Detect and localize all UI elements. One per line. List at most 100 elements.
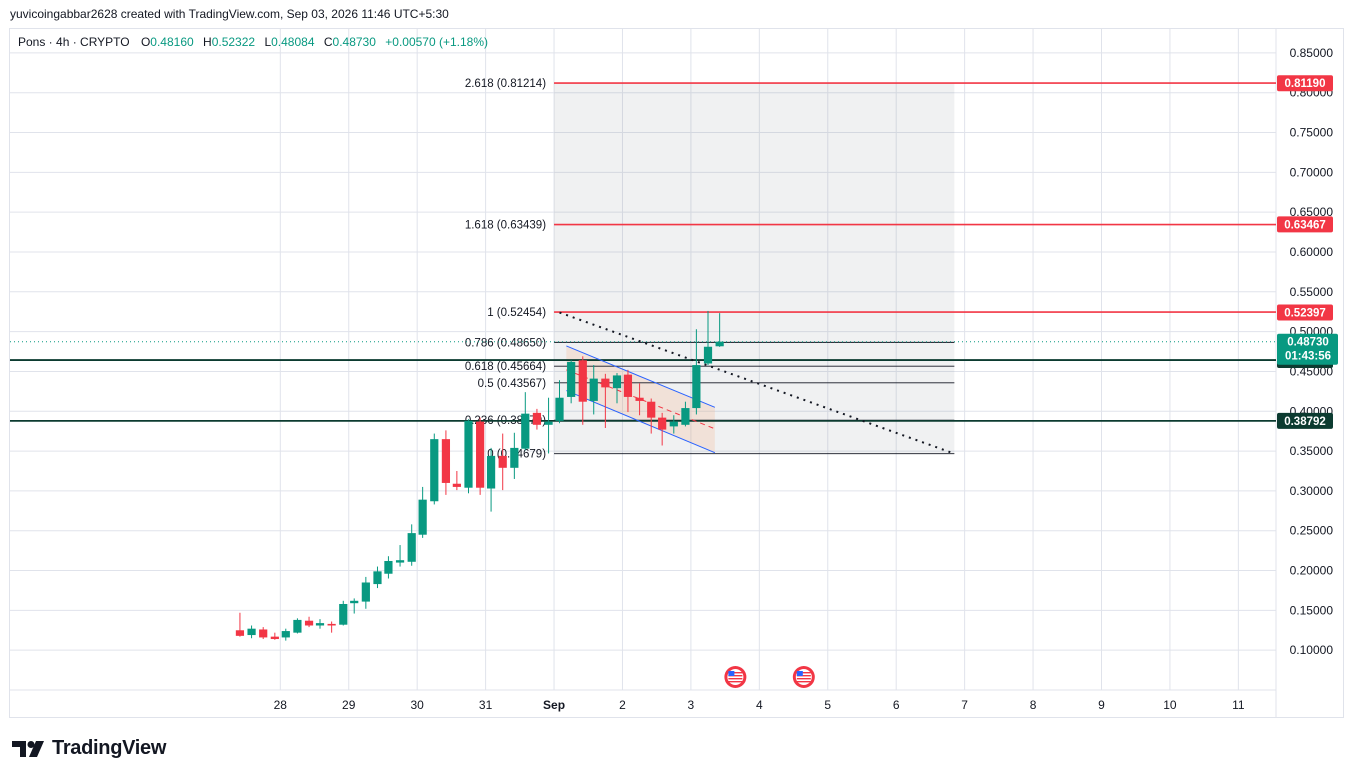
time-axis-label: 30 xyxy=(410,698,424,712)
candle-body xyxy=(669,421,678,427)
candle-body xyxy=(623,374,633,397)
price-axis-label: 0.65000 xyxy=(1290,205,1334,219)
price-tag xyxy=(1277,75,1333,92)
bar-countdown-label: 01:43:56 xyxy=(1285,351,1331,363)
candle-body xyxy=(418,499,427,535)
price-axis-label: 0.60000 xyxy=(1290,245,1334,259)
candle-body xyxy=(441,439,451,483)
legend-change-value: +0.00570 (+1.18%) xyxy=(385,35,489,49)
price-axis-label: 0.75000 xyxy=(1290,126,1334,140)
time-axis-label: 10 xyxy=(1163,698,1177,712)
time-axis-label: 3 xyxy=(688,698,695,712)
candle-body xyxy=(361,582,370,602)
current-price-label: 0.48730 xyxy=(1287,337,1329,349)
fib-level-label: 1 (0.52454) xyxy=(487,307,546,319)
candle-body xyxy=(452,483,461,487)
time-axis-label: 6 xyxy=(893,698,900,712)
candle-body xyxy=(270,636,279,640)
fib-level-label: 0.786 (0.48650) xyxy=(465,337,546,349)
legend-low-value: 0.48084 xyxy=(271,35,315,49)
price-axis-label: 0.70000 xyxy=(1290,165,1334,179)
candle-body xyxy=(578,360,587,402)
legend-high-value: 0.52322 xyxy=(211,35,256,49)
candle-body xyxy=(703,346,713,364)
time-axis-label: 28 xyxy=(274,698,288,712)
legend-close-value: 0.48730 xyxy=(332,35,376,49)
candle-body xyxy=(304,620,314,626)
tradingview-logo-icon xyxy=(12,740,44,757)
legend-low-label: L xyxy=(264,35,272,49)
candle-body xyxy=(476,421,485,488)
time-axis-label: Sep xyxy=(543,698,565,712)
fib-level-label: 1.618 (0.63439) xyxy=(465,220,546,232)
price-axis-label: 0.35000 xyxy=(1290,444,1334,458)
price-tag xyxy=(1277,216,1333,233)
candle-body xyxy=(601,378,610,388)
legend-close-label: C xyxy=(323,35,333,49)
tradingview-brand[interactable]: TradingView xyxy=(12,737,166,760)
price-tag xyxy=(1277,412,1333,429)
fib-level-label: 0.5 (0.43567) xyxy=(478,378,547,390)
price-tag-label: 0.81190 xyxy=(1285,78,1326,90)
time-axis-label: 7 xyxy=(961,698,968,712)
legend-high-label: H xyxy=(203,35,212,49)
candle-body xyxy=(589,378,598,401)
price-axis-label: 0.20000 xyxy=(1290,564,1334,578)
time-axis-label: 29 xyxy=(342,698,356,712)
candle-body xyxy=(430,439,439,502)
time-axis-label: 11 xyxy=(1232,698,1245,712)
price-tag xyxy=(1277,304,1333,321)
candle-body xyxy=(235,630,245,636)
time-axis-label: 8 xyxy=(1030,698,1037,712)
symbol-legend: Pons · 4h · CRYPTO O0.48160 H0.52322 L0.… xyxy=(18,35,494,49)
fib-level-label: 2.618 (0.81214) xyxy=(465,78,546,90)
channel-upper-line xyxy=(566,345,716,408)
candle-body xyxy=(395,560,405,563)
candle-body xyxy=(658,417,667,430)
candle-body xyxy=(350,600,359,604)
price-axis-label: 0.85000 xyxy=(1290,46,1334,60)
us-flag-icon[interactable] xyxy=(792,666,815,688)
tradingview-wordmark: TradingView xyxy=(52,737,167,759)
candle-body xyxy=(464,420,473,488)
candle-body xyxy=(384,560,393,574)
candle-body xyxy=(521,413,530,449)
time-axis-label: 5 xyxy=(824,698,831,712)
time-axis-label: 4 xyxy=(756,698,763,712)
chart-credit: yuvicoingabbar2628 created with TradingV… xyxy=(10,7,449,21)
legend-symbol[interactable]: Pons · 4h · CRYPTO xyxy=(18,35,130,49)
candle-body xyxy=(486,455,496,489)
candle-body xyxy=(498,455,507,468)
legend-open-value: 0.48160 xyxy=(150,35,194,49)
price-axis-label: 0.10000 xyxy=(1290,643,1334,657)
candle-body xyxy=(692,365,701,409)
candle-body xyxy=(612,375,622,389)
candle-body xyxy=(327,623,336,626)
candle-body xyxy=(373,571,382,585)
price-tag-label: 0.38792 xyxy=(1284,416,1326,428)
candle-body xyxy=(532,412,542,425)
current-price-tag xyxy=(1277,333,1338,365)
price-axis-label: 0.55000 xyxy=(1290,285,1334,299)
candle-body xyxy=(247,628,256,636)
candle-body xyxy=(555,397,564,421)
candle-body xyxy=(567,361,576,397)
price-tag-label: 0.52397 xyxy=(1284,308,1326,320)
candle-body xyxy=(259,629,268,638)
time-axis-label: 9 xyxy=(1098,698,1105,712)
candle-body xyxy=(510,447,519,468)
candle-body xyxy=(339,603,348,625)
candle-body xyxy=(544,421,553,425)
candle-body xyxy=(635,397,644,401)
fib-level-label: 0.618 (0.45664) xyxy=(465,361,546,373)
price-axis-label: 0.15000 xyxy=(1290,603,1334,617)
time-axis-label: 31 xyxy=(479,698,493,712)
us-flag-icon[interactable] xyxy=(724,666,747,688)
price-tag-label: 0.63467 xyxy=(1284,219,1326,231)
candle-body xyxy=(715,341,724,347)
price-axis-label: 0.30000 xyxy=(1290,484,1334,498)
legend-open-label: O xyxy=(140,35,151,49)
price-axis-label: 0.25000 xyxy=(1290,524,1334,538)
candle-body xyxy=(293,619,302,633)
